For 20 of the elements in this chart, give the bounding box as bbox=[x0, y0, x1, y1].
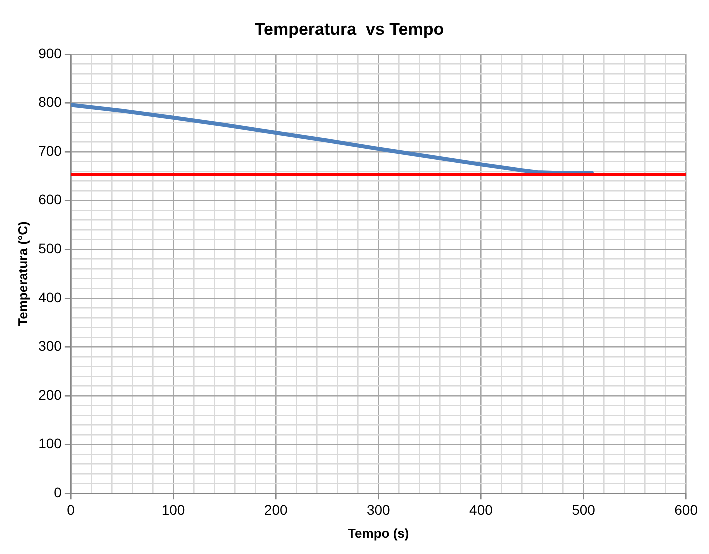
x-tick-label: 300 bbox=[366, 502, 391, 518]
y-tick-label: 600 bbox=[38, 192, 62, 208]
y-tick-label: 300 bbox=[38, 338, 62, 354]
x-tick-label: 100 bbox=[162, 502, 186, 518]
y-axis-title: Temperatura (°C) bbox=[15, 222, 30, 326]
x-tick-label: 500 bbox=[572, 502, 596, 518]
y-tick-label: 500 bbox=[38, 240, 62, 256]
x-tick-label: 400 bbox=[470, 502, 494, 518]
x-tick-label: 600 bbox=[674, 502, 698, 518]
y-tick-label: 400 bbox=[38, 289, 62, 306]
x-tick-label: 200 bbox=[264, 502, 288, 518]
x-tick-label: 0 bbox=[67, 502, 76, 518]
y-tick-label: 200 bbox=[38, 386, 62, 403]
y-tick-label: 0 bbox=[54, 484, 62, 500]
x-axis-title: Tempo (s) bbox=[348, 526, 410, 541]
y-tick-label: 900 bbox=[38, 45, 62, 62]
chart-title: Temperatura vs Tempo bbox=[254, 20, 444, 39]
y-tick-label: 100 bbox=[38, 436, 62, 452]
y-tick-label: 800 bbox=[38, 94, 62, 110]
y-tick-label: 700 bbox=[38, 142, 62, 159]
